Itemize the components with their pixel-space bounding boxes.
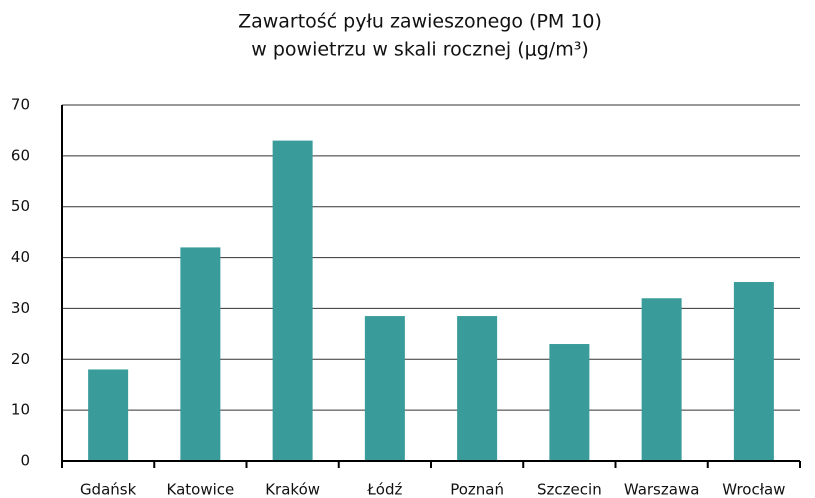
x-tick-label: Łódź (366, 481, 402, 498)
x-tick-label: Wrocław (722, 481, 785, 498)
y-tick-label: 70 (11, 96, 30, 114)
chart-title: Zawartość pyłu zawieszonego (PM 10) (238, 11, 602, 33)
bar (733, 281, 774, 461)
bar (641, 298, 682, 461)
x-tick-label: Poznań (450, 481, 504, 498)
bar (549, 344, 590, 461)
x-tick-label: Warszawa (624, 481, 700, 498)
x-tick-label: Szczecin (537, 481, 602, 498)
bar (272, 140, 313, 461)
chart-title: w powietrzu w skali rocznej (μg/m³) (251, 39, 588, 61)
y-tick-label: 30 (11, 299, 30, 317)
bar (180, 247, 221, 461)
y-tick-label: 20 (11, 350, 30, 368)
y-tick-label: 60 (11, 146, 30, 164)
bar (88, 369, 129, 461)
bar (457, 316, 498, 461)
bar (364, 316, 405, 461)
x-tick-label: Katowice (167, 481, 235, 498)
y-tick-label: 40 (11, 248, 30, 266)
x-tick-label: Gdańsk (80, 481, 137, 498)
y-tick-label: 50 (11, 197, 30, 215)
x-tick-label: Kraków (265, 481, 320, 498)
y-tick-label: 0 (20, 452, 30, 470)
y-tick-label: 10 (11, 401, 30, 419)
